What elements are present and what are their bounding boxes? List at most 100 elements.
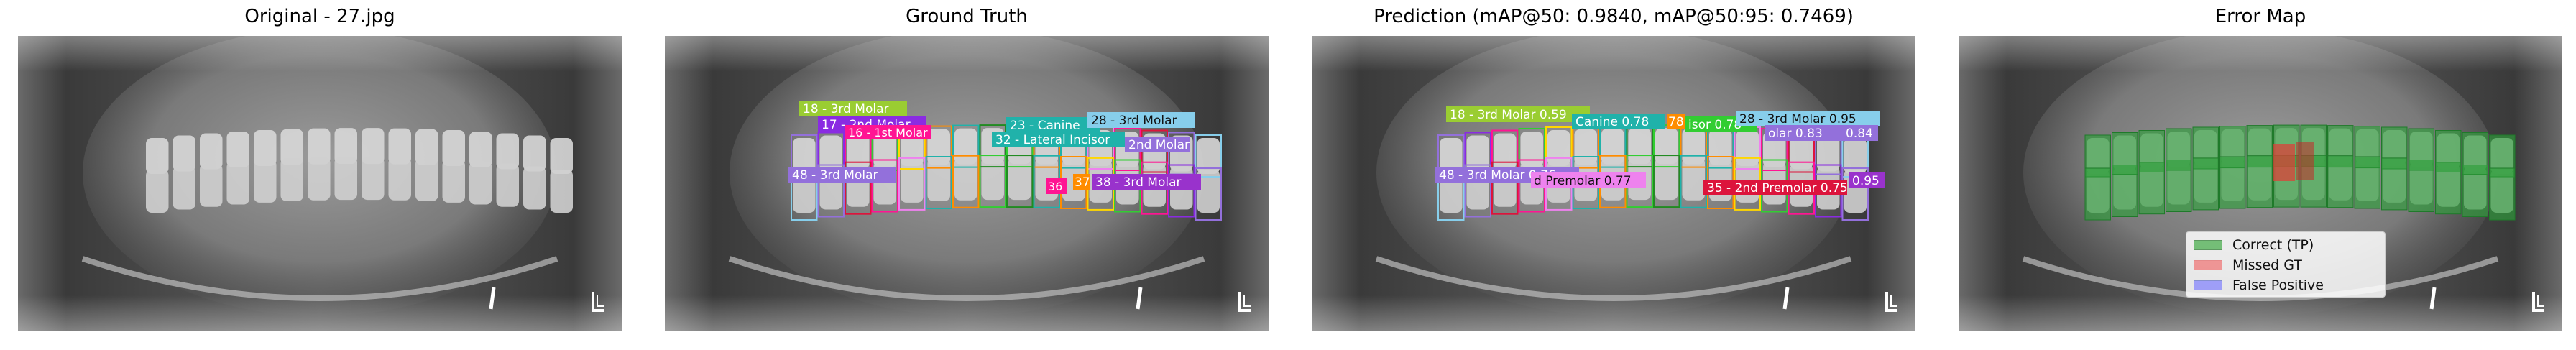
lower-tooth-box bbox=[952, 155, 980, 208]
correct-tp-region bbox=[2489, 167, 2516, 221]
svg-text:78: 78 bbox=[1668, 115, 1684, 129]
ruler-marker-icon bbox=[489, 287, 496, 310]
panel-original: Original - 27.jpg bbox=[18, 0, 622, 350]
svg-text:Canine 0.78: Canine 0.78 bbox=[1576, 115, 1649, 129]
upper-tooth bbox=[200, 133, 223, 170]
upper-tooth bbox=[873, 132, 896, 167]
lower-tooth bbox=[226, 161, 249, 205]
panel-title-prediction: Prediction (mAP@50: 0.9840, mAP@50:95: 0… bbox=[1374, 6, 1854, 27]
svg-text:23 - Canine: 23 - Canine bbox=[1010, 119, 1080, 133]
upper-tooth-box bbox=[1195, 134, 1222, 178]
lower-tooth-box bbox=[1006, 155, 1034, 208]
lower-tooth bbox=[981, 157, 1004, 201]
pred-label-38: 0.95 bbox=[1849, 172, 1885, 188]
upper-tooth bbox=[1440, 138, 1463, 174]
lower-tooth bbox=[200, 163, 223, 207]
upper-tooth bbox=[523, 135, 546, 172]
correct-tp-region bbox=[2354, 156, 2380, 209]
side-marker-icon bbox=[1885, 292, 1898, 312]
lower-tooth-box bbox=[845, 161, 872, 215]
upper-tooth bbox=[280, 129, 303, 165]
lower-tooth-box bbox=[1464, 164, 1491, 218]
pred-label-22: 78 bbox=[1667, 114, 1685, 129]
panel-title-error-map: Error Map bbox=[2214, 6, 2306, 27]
lower-tooth bbox=[496, 163, 519, 207]
svg-text:isor 0.78: isor 0.78 bbox=[1688, 118, 1742, 132]
legend-swatch-correct bbox=[2194, 240, 2222, 250]
panel-ground-truth: Ground Truth 18 - 3rd Molar 17 - 2nd Mol… bbox=[665, 0, 1269, 350]
lower-tooth-box bbox=[1491, 161, 1519, 215]
svg-text:d Premolar 0.77: d Premolar 0.77 bbox=[1534, 174, 1632, 188]
upper-tooth bbox=[1817, 135, 1840, 172]
lower-tooth bbox=[280, 158, 303, 201]
upper-tooth bbox=[1547, 130, 1570, 166]
lower-tooth bbox=[172, 166, 196, 210]
pred-label-27: olar 0.83 bbox=[1765, 125, 1844, 141]
svg-text:48 - 3rd Molar 0.76: 48 - 3rd Molar 0.76 bbox=[1439, 168, 1556, 183]
panel-error-map: Error Map Correct (TP) Missed GT False P… bbox=[1959, 0, 2562, 350]
gt-label-38: 38 - 3rd Molar bbox=[1092, 174, 1201, 190]
legend-label-correct: Correct (TP) bbox=[2232, 237, 2314, 253]
gt-label-23: 23 - Canine bbox=[1006, 117, 1100, 133]
lower-tooth-box bbox=[898, 157, 926, 211]
lower-tooth-box bbox=[979, 155, 1006, 208]
upper-tooth-box bbox=[952, 124, 980, 168]
side-marker-icon bbox=[2532, 292, 2544, 312]
upper-tooth bbox=[226, 132, 249, 167]
correct-tp-region bbox=[2138, 162, 2165, 215]
upper-tooth bbox=[1790, 133, 1813, 170]
lower-tooth bbox=[901, 159, 924, 203]
svg-text:36: 36 bbox=[1048, 180, 1062, 193]
lower-tooth bbox=[415, 158, 438, 201]
lower-tooth-box bbox=[1168, 164, 1195, 218]
upper-tooth bbox=[1520, 132, 1543, 167]
lower-tooth bbox=[1197, 170, 1220, 213]
lower-tooth bbox=[334, 157, 357, 201]
svg-text:48 - 3rd Molar: 48 - 3rd Molar bbox=[792, 168, 878, 183]
svg-text:37: 37 bbox=[1075, 175, 1090, 190]
svg-text:28 - 3rd Molar: 28 - 3rd Molar bbox=[1091, 114, 1177, 128]
ruler-marker-icon bbox=[2429, 287, 2437, 310]
correct-tp-region bbox=[2408, 160, 2434, 212]
upper-tooth bbox=[819, 135, 842, 172]
gt-label-48: 48 - 3rd Molar bbox=[788, 167, 896, 183]
gt-label-16: 16 - 1st Molar bbox=[845, 125, 931, 139]
gt-label-32: 32 - Lateral Incisor bbox=[992, 132, 1125, 147]
xray-image-ground-truth: 18 - 3rd Molar 17 - 2nd Molar 16 - 1st M… bbox=[665, 36, 1269, 331]
svg-text:olar 0.83: olar 0.83 bbox=[1768, 126, 1823, 141]
svg-text:2nd Molar: 2nd Molar bbox=[1128, 138, 1190, 152]
correct-tp-region bbox=[2112, 165, 2138, 217]
gt-label-37: 37 bbox=[1073, 174, 1090, 190]
upper-tooth bbox=[146, 138, 169, 174]
pred-label-26: 0.84 bbox=[1844, 125, 1878, 141]
upper-tooth bbox=[1844, 138, 1867, 174]
ruler-marker-icon bbox=[1782, 287, 1790, 310]
legend-swatch-missed bbox=[2194, 260, 2222, 270]
upper-tooth bbox=[388, 128, 411, 165]
correct-tp-region bbox=[2435, 162, 2462, 215]
upper-tooth bbox=[469, 132, 492, 167]
side-marker-icon bbox=[592, 292, 604, 312]
xray-image-prediction: 18 - 3rd Molar 0.59 Canine 0.78 78 isor … bbox=[1312, 36, 1915, 331]
correct-tp-region bbox=[2327, 155, 2354, 208]
correct-tp-region bbox=[2381, 157, 2408, 211]
lower-tooth bbox=[1655, 157, 1678, 201]
correct-tp-region bbox=[2462, 165, 2488, 217]
upper-tooth bbox=[496, 133, 519, 170]
upper-tooth bbox=[254, 130, 277, 166]
xray-image-original bbox=[18, 36, 622, 331]
pred-label-28: 28 - 3rd Molar 0.95 bbox=[1736, 111, 1880, 126]
upper-tooth bbox=[308, 128, 331, 165]
upper-tooth bbox=[362, 128, 385, 165]
upper-tooth bbox=[550, 138, 573, 174]
legend-label-missed: Missed GT bbox=[2232, 257, 2302, 273]
upper-tooth bbox=[847, 133, 870, 170]
lower-tooth bbox=[1682, 157, 1705, 201]
correct-tp-region bbox=[2246, 155, 2273, 208]
lower-tooth bbox=[146, 170, 169, 213]
lower-tooth bbox=[954, 157, 978, 201]
side-marker-icon bbox=[1238, 292, 1251, 312]
ruler-marker-icon bbox=[1136, 287, 1143, 310]
legend-item-correct: Correct (TP) bbox=[2194, 235, 2378, 255]
svg-text:38 - 3rd Molar: 38 - 3rd Molar bbox=[1095, 175, 1181, 190]
